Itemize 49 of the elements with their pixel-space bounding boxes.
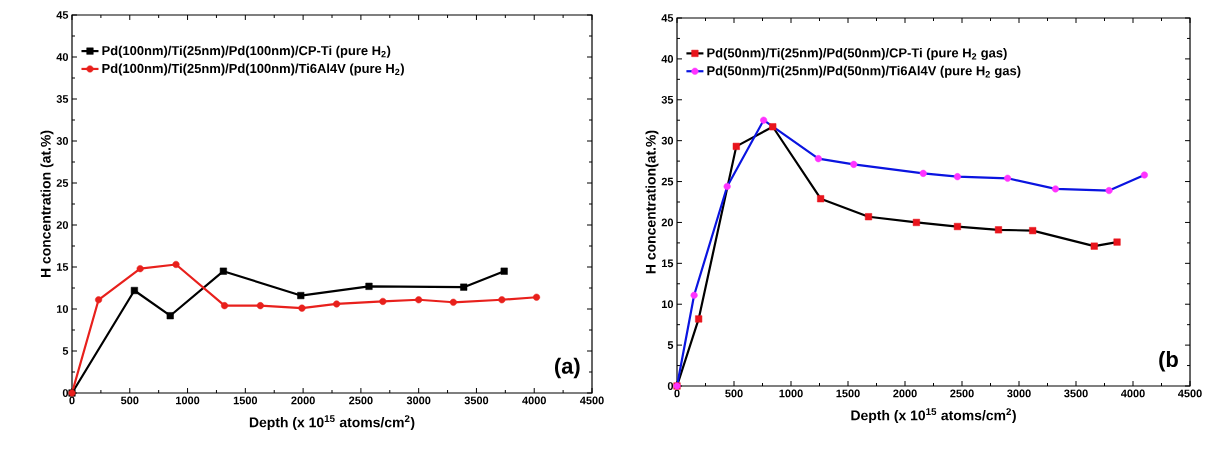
y-tick-label: 40	[56, 53, 69, 61]
y-tick-label: 5	[667, 341, 674, 349]
y-tick-label: 45	[661, 14, 674, 22]
x-tick-label: 2500	[349, 396, 373, 405]
y-axis-title: H concentration (at.%)	[40, 130, 54, 278]
x-tick-label: 500	[120, 396, 139, 405]
legend-label: Pd(100nm)/Ti(25nm)/Pd(100nm)/Ti6Al4V (pure H$_{2}$)	[102, 63, 404, 76]
x-tick-label: 1000	[176, 396, 200, 405]
x-tick-label: 2500	[950, 389, 974, 398]
x-tick-label: 4000	[1120, 389, 1145, 398]
y-tick-label: 5	[62, 347, 69, 355]
x-tick-label: 3000	[1007, 389, 1031, 398]
y-tick-label: 25	[56, 179, 69, 187]
y-tick-label: 35	[56, 95, 69, 103]
x-tick-label: 3000	[406, 396, 431, 405]
x-axis-title: Depth (x 10$^{15}$ atoms/cm$^{2}$)	[249, 415, 415, 431]
x-tick-label: 4000	[522, 396, 546, 405]
y-tick-label: 10	[56, 305, 69, 313]
x-tick-label: 4500	[1177, 389, 1202, 398]
y-tick-label: 30	[661, 136, 674, 145]
y-tick-label: 20	[661, 218, 674, 227]
x-axis-title: Depth (x 10$^{15}$ atoms/cm$^{2}$)	[851, 408, 1016, 424]
y-tick-label: 15	[56, 263, 69, 271]
y-tick-label: 0	[667, 382, 674, 390]
y-tick-label: 15	[661, 259, 674, 268]
x-tick-label: 0	[674, 389, 680, 398]
x-tick-label: 3500	[1064, 389, 1088, 398]
x-tick-label: 3500	[464, 396, 489, 405]
legend-label: Pd(50nm)/Ti(25nm)/Pd(50nm)/Ti6Al4V (pure H$_{2}$ gas)	[707, 65, 1021, 78]
x-tick-label: 2000	[291, 396, 315, 405]
x-tick-label: 0	[69, 396, 75, 405]
y-tick-label: 35	[661, 95, 674, 104]
annotation: (a)	[554, 357, 580, 379]
x-tick-label: 2000	[893, 389, 917, 398]
x-tick-label: 500	[725, 389, 743, 398]
legend-label: Pd(100nm)/Ti(25nm)/Pd(100nm)/CP-Ti (pure H$_{2}$)	[102, 45, 391, 58]
y-tick-label: 20	[56, 221, 69, 229]
y-tick-label: 10	[661, 300, 674, 309]
y-tick-label: 40	[661, 55, 674, 63]
x-tick-label: 1500	[233, 396, 258, 405]
y-axis-title: H concentration(at.%)	[645, 130, 659, 274]
x-tick-label: 4500	[579, 396, 604, 405]
y-tick-label: 30	[56, 137, 69, 145]
legend-label: Pd(50nm)/Ti(25nm)/Pd(50nm)/CP-Ti (pure H$_{2}$ gas)	[707, 47, 1007, 61]
y-tick-label: 25	[661, 177, 674, 186]
y-tick-label: 45	[56, 11, 69, 19]
x-tick-label: 1000	[779, 389, 803, 398]
x-tick-label: 1500	[836, 389, 860, 398]
annotation: (b	[1159, 351, 1178, 372]
